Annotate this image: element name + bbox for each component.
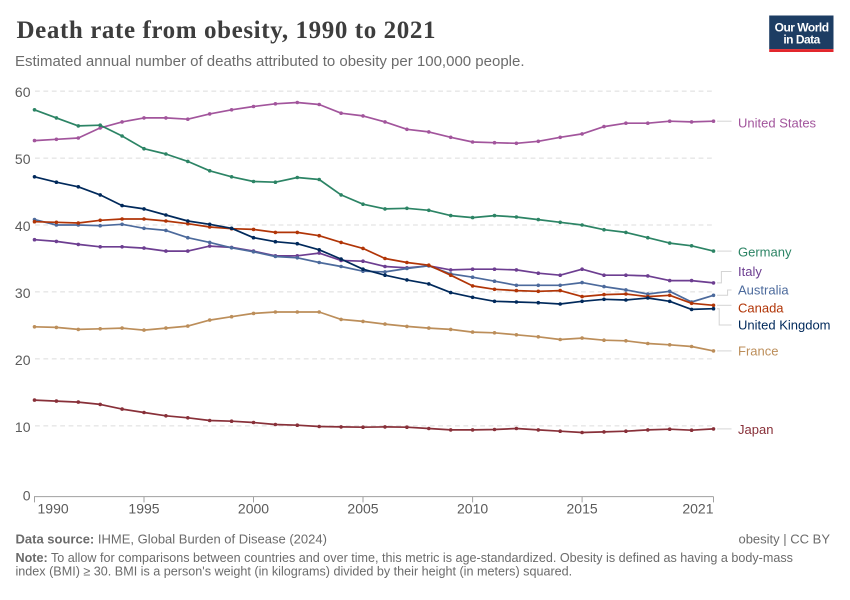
svg-text:Australia: Australia [738, 283, 789, 298]
svg-text:United States: United States [738, 116, 817, 131]
svg-text:Death rate from obesity, 1990: Death rate from obesity, 1990 to 2021 [17, 17, 437, 44]
svg-text:Canada: Canada [738, 301, 784, 316]
svg-text:2000: 2000 [238, 501, 269, 517]
svg-text:20: 20 [15, 352, 31, 368]
svg-text:Japan: Japan [738, 422, 773, 437]
svg-text:10: 10 [15, 419, 31, 435]
svg-text:1990: 1990 [38, 501, 69, 517]
svg-text:50: 50 [15, 151, 31, 167]
svg-text:Estimated annual number of dea: Estimated annual number of deaths attrib… [15, 53, 525, 70]
svg-text:Italy: Italy [738, 264, 762, 279]
svg-text:30: 30 [15, 285, 31, 301]
svg-text:United Kingdom: United Kingdom [738, 318, 831, 333]
svg-text:2005: 2005 [347, 501, 378, 517]
svg-text:2015: 2015 [567, 501, 598, 517]
svg-text:2021: 2021 [682, 501, 713, 517]
svg-text:Our World: Our World [775, 20, 829, 34]
svg-text:France: France [738, 344, 778, 359]
svg-text:obesity | CC BY: obesity | CC BY [738, 532, 830, 547]
svg-text:index (BMI) ≥ 30. BMI is a per: index (BMI) ≥ 30. BMI is a person's weig… [16, 565, 573, 579]
svg-text:Note: To allow for comparisons: Note: To allow for comparisons between c… [16, 551, 793, 565]
svg-text:0: 0 [23, 488, 31, 504]
svg-text:60: 60 [15, 84, 31, 100]
svg-text:1995: 1995 [128, 501, 159, 517]
svg-text:40: 40 [15, 218, 31, 234]
svg-text:Germany: Germany [738, 245, 792, 260]
svg-text:in Data: in Data [783, 32, 820, 46]
svg-text:2010: 2010 [457, 501, 488, 517]
svg-text:Data source: IHME, Global Burd: Data source: IHME, Global Burden of Dise… [16, 532, 327, 547]
